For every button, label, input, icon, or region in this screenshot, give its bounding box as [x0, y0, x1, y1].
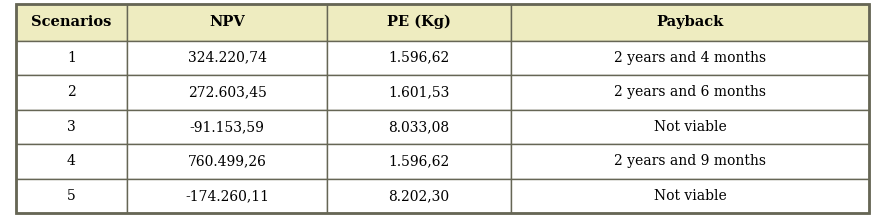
Bar — [327, 179, 511, 213]
Text: Not viable: Not viable — [653, 120, 727, 134]
Text: 2 years and 4 months: 2 years and 4 months — [614, 51, 766, 65]
Bar — [327, 110, 511, 144]
Bar — [511, 41, 869, 75]
Text: 4: 4 — [67, 154, 76, 168]
Bar — [127, 179, 327, 213]
Text: Payback: Payback — [657, 15, 724, 29]
Bar — [127, 110, 327, 144]
Text: Scenarios: Scenarios — [31, 15, 112, 29]
Text: 2 years and 6 months: 2 years and 6 months — [614, 85, 766, 99]
Bar — [511, 179, 869, 213]
Bar — [16, 75, 127, 110]
Text: 1: 1 — [67, 51, 76, 65]
Bar — [327, 4, 511, 41]
Bar — [511, 75, 869, 110]
Bar — [511, 144, 869, 179]
Text: Not viable: Not viable — [653, 189, 727, 203]
Bar — [327, 41, 511, 75]
Bar — [511, 4, 869, 41]
Text: 272.603,45: 272.603,45 — [188, 85, 266, 99]
Text: -174.260,11: -174.260,11 — [185, 189, 269, 203]
Bar — [16, 110, 127, 144]
Text: 1.596,62: 1.596,62 — [389, 51, 450, 65]
Bar — [127, 41, 327, 75]
Text: 324.220,74: 324.220,74 — [188, 51, 266, 65]
Bar — [127, 75, 327, 110]
Bar — [16, 179, 127, 213]
Bar — [16, 41, 127, 75]
Text: 8.033,08: 8.033,08 — [389, 120, 450, 134]
Text: 1.596,62: 1.596,62 — [389, 154, 450, 168]
Bar — [127, 144, 327, 179]
Text: -91.153,59: -91.153,59 — [189, 120, 265, 134]
Text: 3: 3 — [67, 120, 76, 134]
Text: 5: 5 — [67, 189, 76, 203]
Bar — [127, 4, 327, 41]
Text: 760.499,26: 760.499,26 — [188, 154, 266, 168]
Text: NPV: NPV — [209, 15, 245, 29]
Bar — [327, 144, 511, 179]
Bar — [16, 144, 127, 179]
Text: 1.601,53: 1.601,53 — [389, 85, 450, 99]
Bar — [16, 4, 127, 41]
Text: 8.202,30: 8.202,30 — [389, 189, 450, 203]
Bar — [327, 75, 511, 110]
Text: PE (Kg): PE (Kg) — [387, 15, 451, 30]
Text: 2 years and 9 months: 2 years and 9 months — [614, 154, 766, 168]
Text: 2: 2 — [67, 85, 76, 99]
Bar — [511, 110, 869, 144]
